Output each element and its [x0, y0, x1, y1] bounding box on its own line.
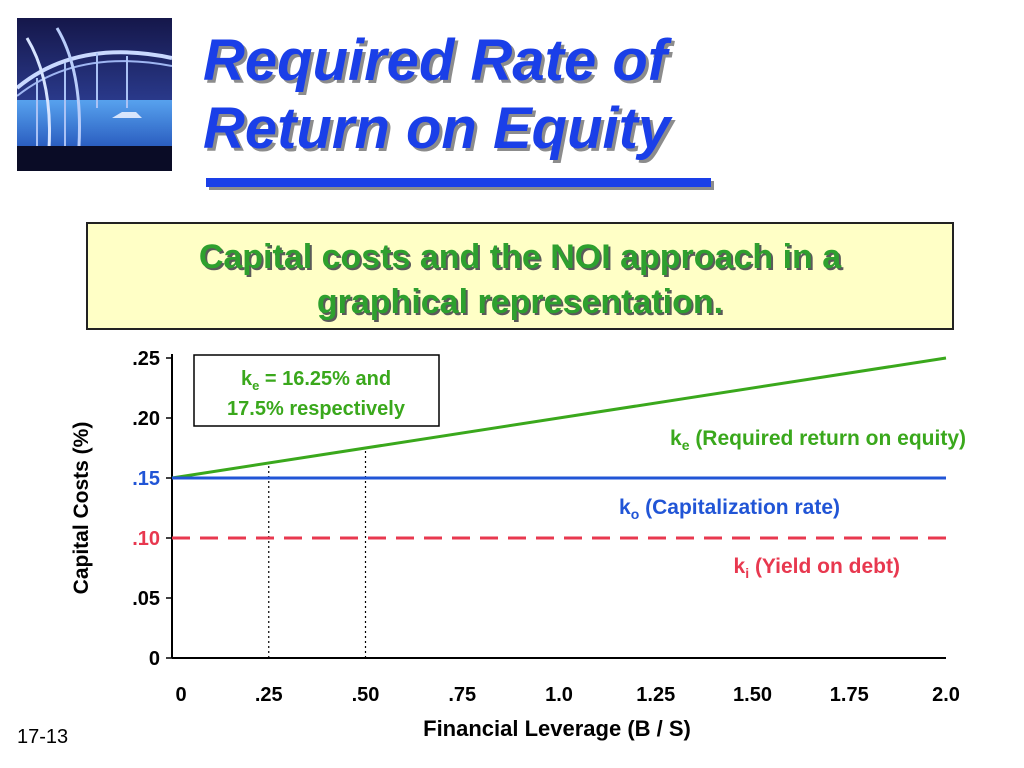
series-line-ke	[171, 356, 947, 480]
x-tick-label: 1.50	[733, 684, 772, 706]
annotation-box	[193, 354, 440, 427]
series-label-subscript: e	[682, 437, 690, 453]
series-label-symbol: k	[734, 555, 746, 578]
capital-costs-chart: 0 .05 .10 .15 .20 .25 0 .25 .50 .75 1.0 1.25 1.50 1.7…	[70, 348, 966, 741]
y-axis-title: Capital Costs (%)	[70, 422, 93, 595]
y-tick-label: .15	[132, 468, 160, 490]
x-axis-title: Financial Leverage (B / S)	[423, 716, 691, 741]
page-title-line-2: Return on Equity	[203, 96, 671, 161]
page-title-line-1: Required Rate of	[203, 28, 668, 93]
series-label-symbol: k	[619, 496, 631, 519]
annotation-text: = 16.25% and	[259, 368, 391, 390]
bridge-photo	[17, 18, 172, 171]
annotation-symbol: k	[241, 368, 253, 390]
x-tick-label: 1.75	[830, 684, 869, 706]
y-tick-label: .25	[132, 348, 160, 370]
series-label-symbol: k	[670, 427, 682, 450]
x-tick-label: .50	[352, 684, 380, 706]
y-tick-label: .20	[132, 408, 160, 430]
series-label-text: (Required return on equity)	[689, 427, 966, 450]
annotation-subscript: e	[252, 378, 259, 393]
x-tick-label: 2.0	[932, 684, 960, 706]
x-tick-label: .75	[448, 684, 476, 706]
y-tick-label: 0	[149, 648, 160, 670]
series-label-text: (Yield on debt)	[749, 555, 900, 578]
x-tick-label: .25	[255, 684, 283, 706]
x-tick-label: 0	[175, 684, 186, 706]
series-label-ki: ki (Yield on debt)	[734, 555, 900, 581]
annotation-line-2: 17.5% respectively	[227, 398, 406, 420]
subtitle-line-1: Capital costs and the NOI approach in a	[198, 238, 842, 276]
series-label-text: (Capitalization rate)	[639, 496, 840, 519]
series-label-subscript: o	[631, 506, 640, 522]
slide-number: 17-13	[17, 726, 69, 748]
x-tick-label: 1.25	[636, 684, 675, 706]
annotation-line-1: ke = 16.25% and	[241, 368, 391, 393]
subtitle-box: Capital costs and the NOI approach in a …	[86, 222, 954, 330]
title-underline	[206, 178, 711, 187]
series-label-subscript: i	[745, 565, 749, 581]
series-label-ke: ke (Required return on equity)	[670, 427, 966, 453]
x-tick-label: 1.0	[545, 684, 573, 706]
subtitle-line-2: graphical representation.	[316, 283, 724, 321]
series-label-ko: ko (Capitalization rate)	[619, 496, 840, 522]
y-tick-label: .10	[132, 528, 160, 550]
y-tick-label: .05	[132, 588, 160, 610]
